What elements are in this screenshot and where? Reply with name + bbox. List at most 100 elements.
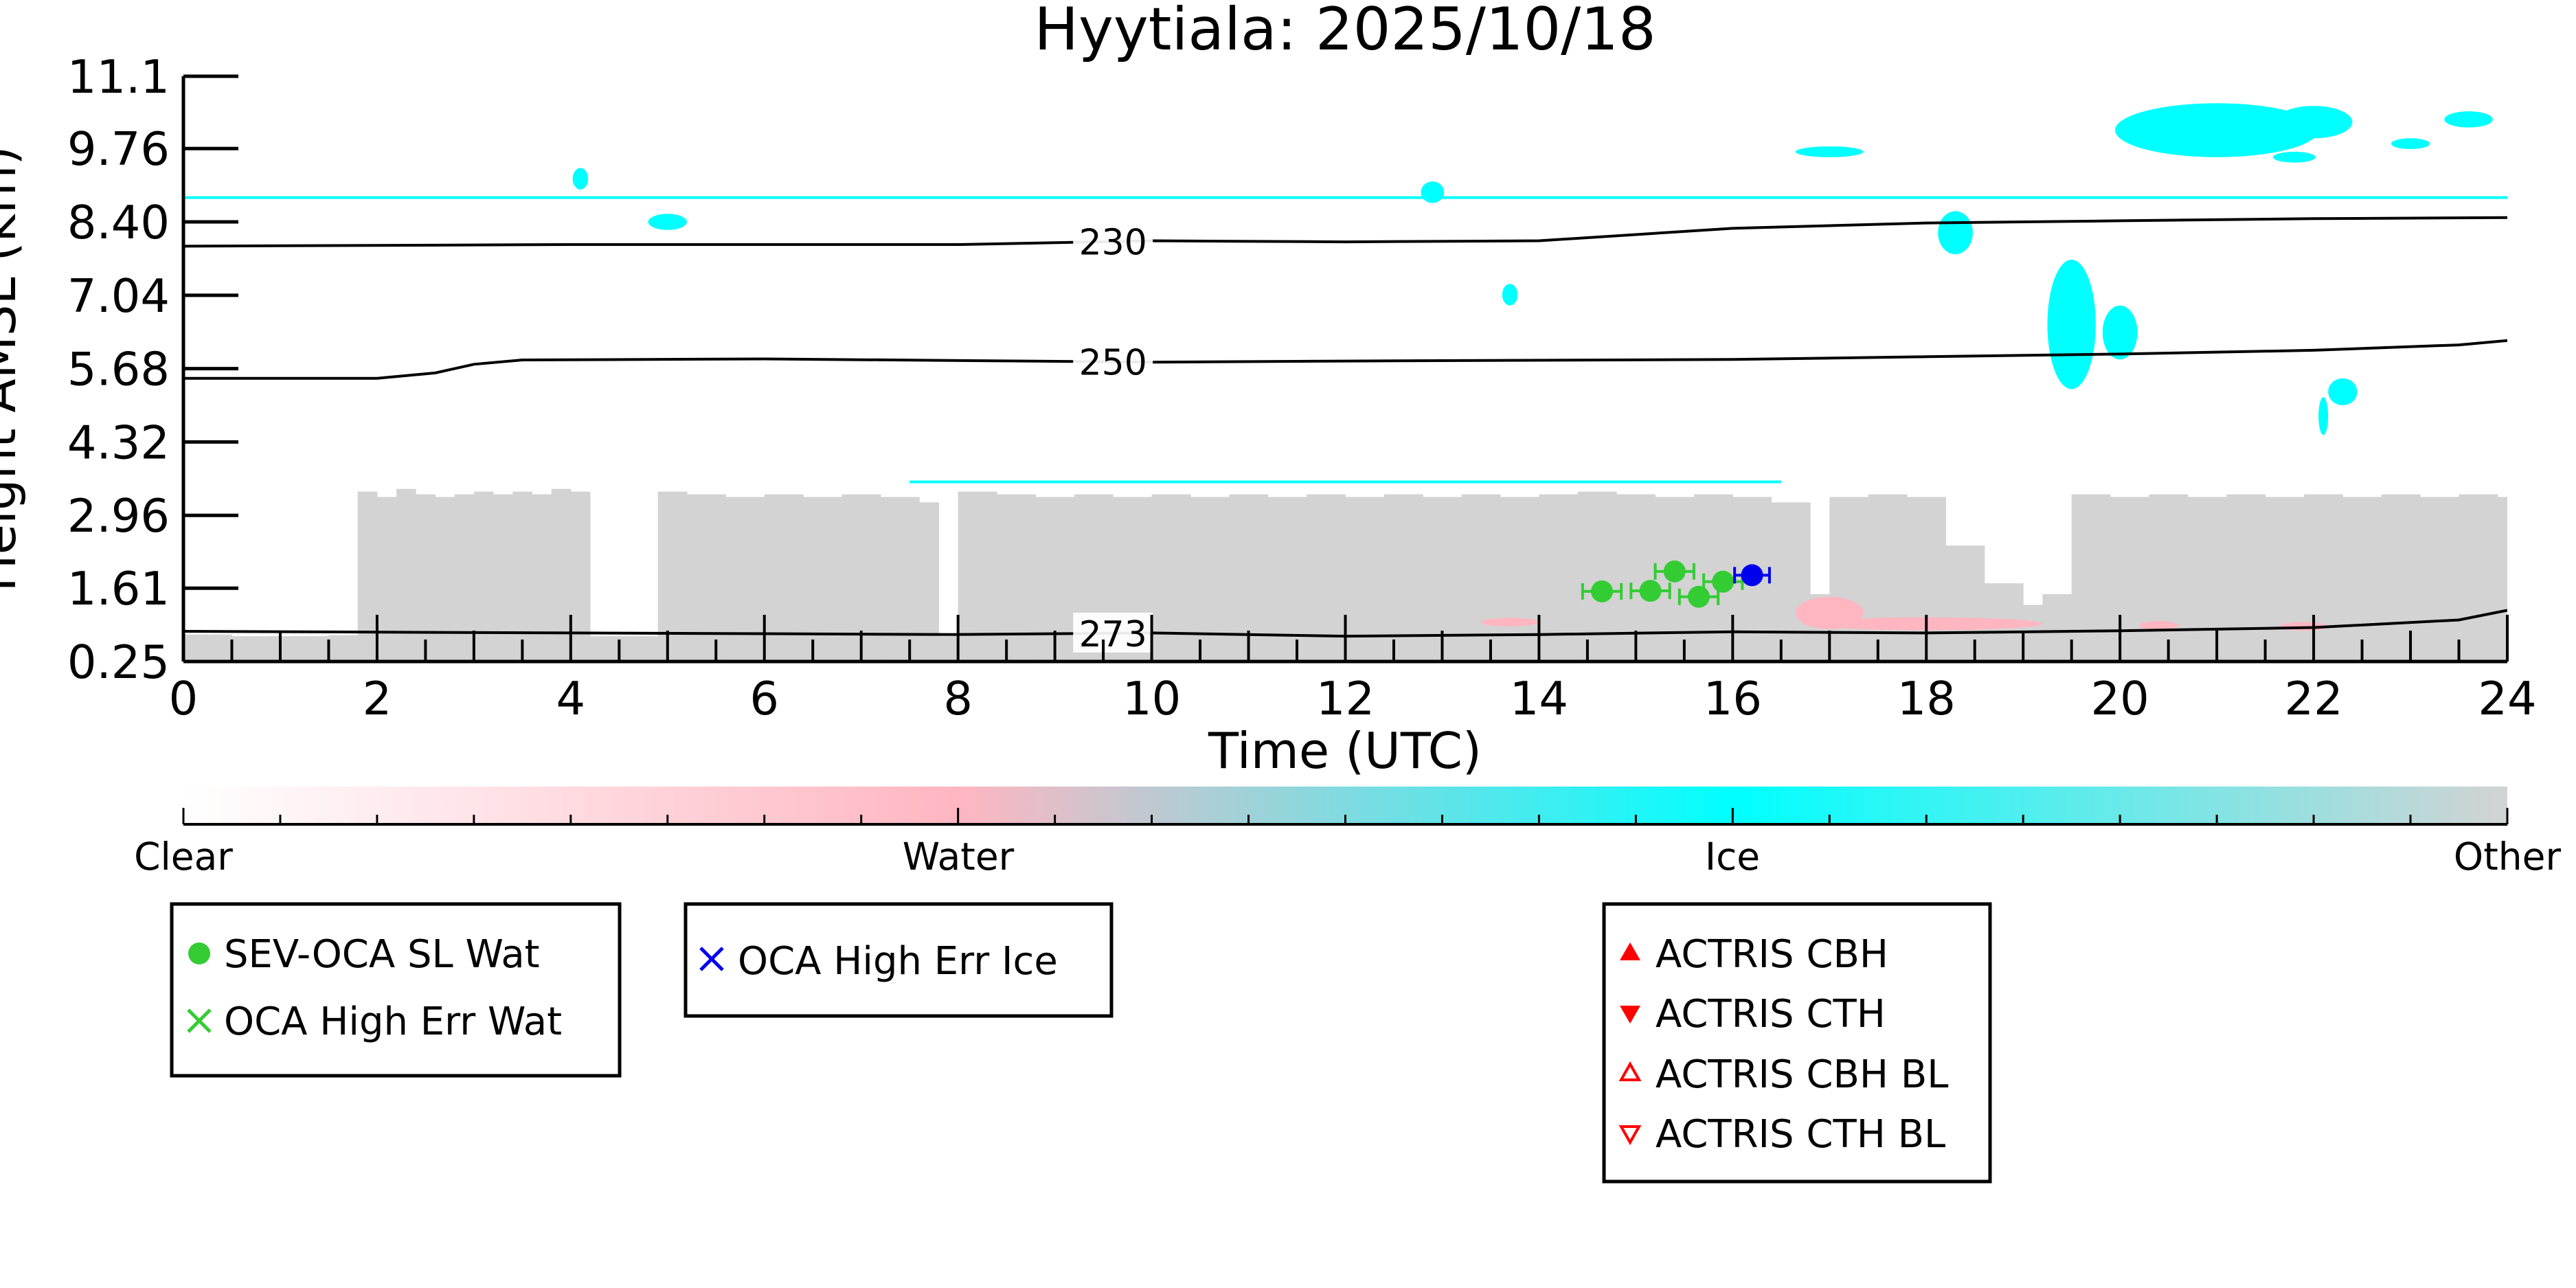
water-region <box>2139 621 2178 630</box>
data-point <box>1663 560 1686 583</box>
other-region <box>2420 497 2460 662</box>
data-point <box>1712 570 1735 593</box>
colorbar-label-other: Other <box>2454 835 2562 879</box>
other-region <box>938 636 959 662</box>
legend-box-actris: ACTRIS CBH ACTRIS CTH ACTRIS CBH BL ACTR… <box>1602 902 1992 1184</box>
ice-region <box>2115 103 2319 157</box>
colorbar: Clear Water Ice Other <box>134 787 2561 879</box>
x-tick-label: 0 <box>169 672 199 725</box>
other-region <box>1577 491 1617 662</box>
other-region <box>1500 497 1539 662</box>
ice-region <box>2272 151 2316 163</box>
x-axis-label: Time (UTC) <box>1208 722 1482 780</box>
legend-label-oca-high-err-wat: OCA High Err Wat <box>224 999 562 1044</box>
ice-region <box>1795 146 1864 157</box>
ice-region <box>2444 111 2493 128</box>
y-tick-label: 8.40 <box>67 196 170 249</box>
legend-marker-actris-cbh <box>1620 942 1640 960</box>
x-tick-label: 24 <box>2478 672 2536 725</box>
other-region <box>2497 497 2507 662</box>
reference-lines <box>183 196 2507 484</box>
other-region <box>1829 497 1869 662</box>
other-region <box>2226 494 2266 662</box>
legend-marker-oca-high-err-wat <box>187 1008 212 1033</box>
other-region <box>183 634 232 662</box>
other-region <box>2023 605 2043 662</box>
other-region <box>1345 497 1385 662</box>
legend-marker-actris-cbh-bl <box>1618 1061 1642 1081</box>
other-region <box>473 491 494 662</box>
colorbar-label-clear: Clear <box>134 835 233 879</box>
other-region <box>1267 497 1307 662</box>
contour-line <box>183 339 2507 380</box>
other-region <box>880 497 920 662</box>
x-tick-label: 10 <box>1122 672 1181 725</box>
other-region <box>1868 494 1908 662</box>
colorbar-ticks <box>182 808 2509 826</box>
y-tick-label: 7.04 <box>67 269 170 323</box>
legend-label-actris-cth-bl: ACTRIS CTH BL <box>1656 1112 1945 1157</box>
y-tick-label: 5.68 <box>67 343 170 396</box>
data-point <box>1639 580 1662 602</box>
colorbar-label-water: Water <box>903 835 1015 879</box>
x-tick-label: 2 <box>363 672 392 725</box>
ice-region <box>1502 284 1518 306</box>
other-region <box>2149 494 2189 662</box>
other-region <box>1383 494 1423 662</box>
other-region <box>435 497 455 662</box>
other-region <box>2187 497 2227 662</box>
legend-box-ice: OCA High Err Ice <box>683 902 1114 1018</box>
ice-region <box>2047 259 2096 389</box>
legend-label-sev-oca-sl-wat: SEV-OCA SL Wat <box>224 932 540 977</box>
ice-region <box>2318 397 2329 436</box>
other-region <box>1539 494 1579 662</box>
water-regions <box>1480 596 2329 631</box>
other-region <box>725 497 765 662</box>
other-region <box>2342 497 2382 662</box>
other-region <box>2381 494 2421 662</box>
y-axis-label: Height AMSL (km) <box>0 146 27 592</box>
legend-marker-actris-cth-bl <box>1618 1125 1642 1146</box>
other-region <box>454 494 475 662</box>
contour-label: 230 <box>1079 223 1147 264</box>
legend-label-actris-cbh: ACTRIS CBH <box>1656 932 1888 977</box>
other-region <box>1771 502 1811 662</box>
x-tick-label: 6 <box>749 672 779 725</box>
other-region <box>590 636 610 662</box>
other-region <box>416 494 436 662</box>
ice-region <box>2391 138 2430 150</box>
x-tick-label: 12 <box>1316 672 1375 725</box>
data-point <box>1687 585 1710 608</box>
ice-region <box>648 214 687 230</box>
other-region <box>231 636 281 662</box>
y-tick-label: 9.76 <box>67 122 170 176</box>
other-region <box>551 488 572 662</box>
contour-label-bg <box>1073 612 1153 653</box>
legend-label-actris-cbh-bl: ACTRIS CBH BL <box>1656 1052 1948 1097</box>
colorbar-label-ice: Ice <box>1705 835 1760 879</box>
other-region <box>1307 494 1346 662</box>
other-region <box>2459 494 2498 662</box>
other-region <box>1151 494 1191 662</box>
ice-region <box>2102 305 2138 360</box>
contour-label: 273 <box>1079 614 1147 655</box>
ice-regions <box>572 103 2493 436</box>
y-tick-label: 11.1 <box>67 50 170 104</box>
other-region <box>2110 497 2149 662</box>
legend-label-oca-high-err-ice: OCA High Err Ice <box>738 939 1058 984</box>
other-region <box>2071 494 2111 662</box>
x-tick-label: 22 <box>2284 672 2342 725</box>
ice-region <box>1938 211 1973 255</box>
other-region <box>512 491 532 662</box>
data-point <box>1591 580 1614 602</box>
legend-marker-actris-cth <box>1620 1006 1640 1024</box>
x-tick-label: 20 <box>2091 672 2149 725</box>
contour-label: 250 <box>1079 343 1147 384</box>
other-region <box>686 494 726 662</box>
other-region <box>2303 494 2343 662</box>
other-region <box>919 502 939 662</box>
y-tick-label: 0.25 <box>67 635 170 689</box>
ice-region <box>572 168 589 190</box>
